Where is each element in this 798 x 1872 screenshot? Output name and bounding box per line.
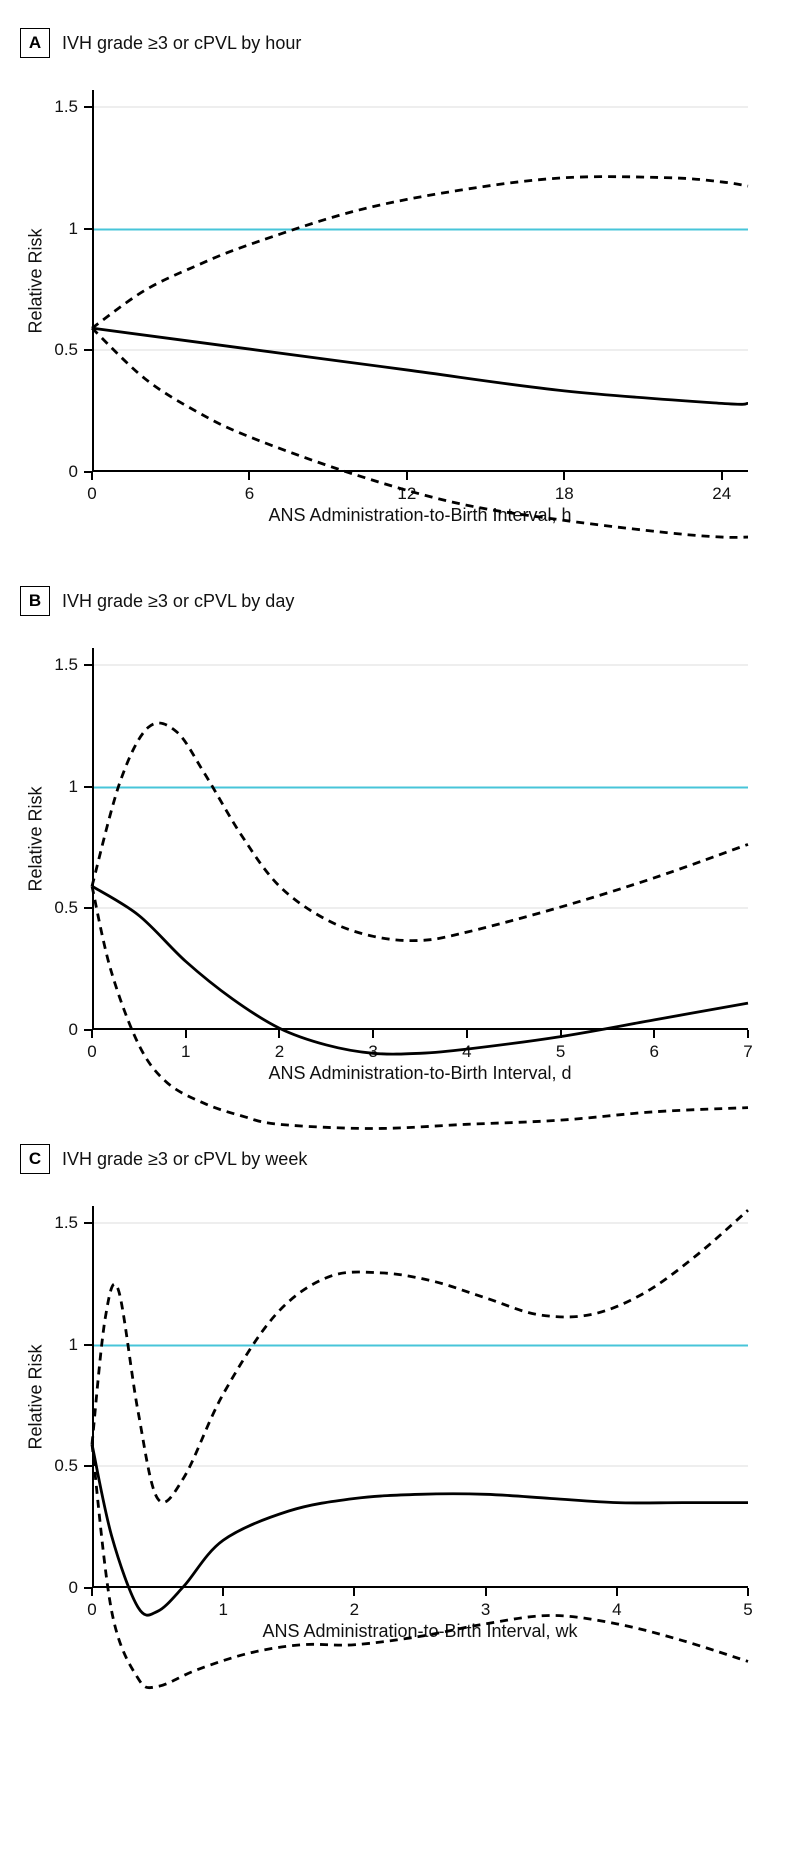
chart-wrap: Relative RiskANS Administration-to-Birth… [92, 628, 748, 1088]
plot-area: Relative RiskANS Administration-to-Birth… [92, 648, 748, 1030]
series-lower [92, 1444, 748, 1688]
series-mid [92, 1444, 748, 1615]
series-svg [92, 1206, 748, 1862]
chart-panel: CIVH grade ≥3 or cPVL by weekRelative Ri… [20, 1144, 778, 1646]
panel-title: IVH grade ≥3 or cPVL by hour [62, 33, 301, 54]
figure-root: A IVH grade ≥3 or cPVL by hour Relative Ri… [20, 28, 778, 1646]
chart-wrap: Relative RiskANS Administration-to-Birth… [92, 1186, 748, 1646]
y-axis-title: Relative Risk [26, 1344, 47, 1449]
series-upper [92, 1210, 748, 1502]
chart-wrap: Relative RiskANS Administration-to-Birth… [92, 70, 748, 530]
y-tick-label: 1 [69, 777, 92, 797]
series-lower [92, 886, 748, 1128]
plot-area: Relative RiskANS Administration-to-Birth… [92, 1206, 748, 1588]
panel-letter: C [20, 1144, 50, 1174]
panel-letter: B [20, 586, 50, 616]
chart-panel: BIVH grade ≥3 or cPVL by dayRelative Ris… [20, 586, 778, 1088]
series-upper [92, 177, 748, 329]
panel-letter: A [20, 28, 50, 58]
chart-panel: A IVH grade ≥3 or cPVL by hour Relative Ri… [20, 28, 778, 530]
series-upper [92, 723, 748, 941]
y-tick-label: 1 [69, 219, 92, 239]
y-tick-label: 0.5 [54, 340, 92, 360]
y-tick-label: 1.5 [54, 1213, 92, 1233]
y-axis-title: Relative Risk [26, 228, 47, 333]
y-axis-title: Relative Risk [26, 786, 47, 891]
series-mid [92, 328, 748, 404]
y-tick-label: 1 [69, 1335, 92, 1355]
series-mid [92, 886, 748, 1054]
panel-header: A IVH grade ≥3 or cPVL by hour [20, 28, 778, 58]
plot-area: Relative RiskANS Administration-to-Birth… [92, 90, 748, 472]
y-tick-label: 1.5 [54, 655, 92, 675]
series-lower [92, 328, 748, 537]
y-tick-label: 0.5 [54, 898, 92, 918]
y-tick-label: 0.5 [54, 1456, 92, 1476]
y-tick-label: 1.5 [54, 97, 92, 117]
